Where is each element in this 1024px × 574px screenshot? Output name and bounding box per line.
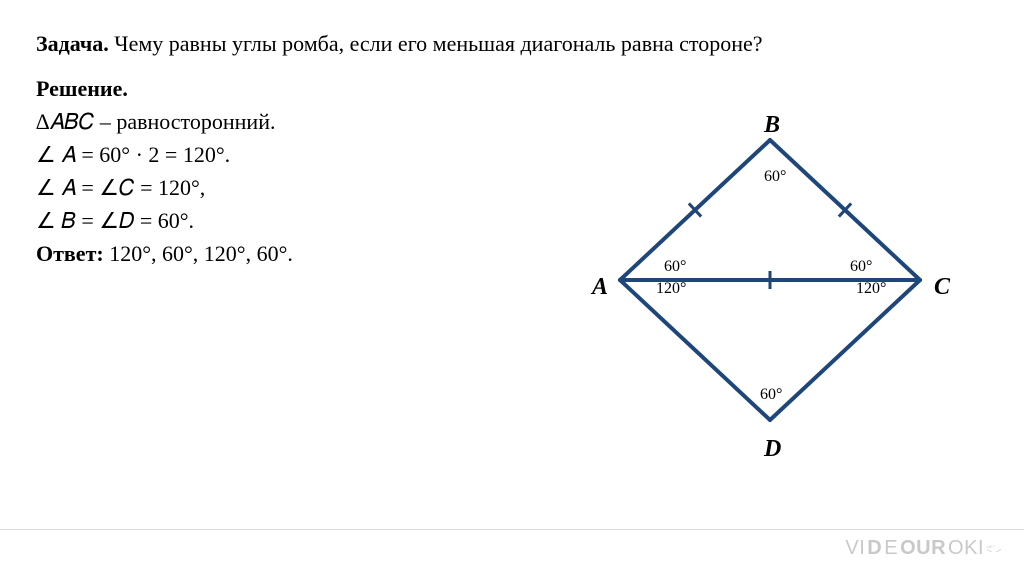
watermark-part2: D [867, 537, 882, 560]
angle-label-2: 60° [850, 258, 872, 276]
angle-label-0: 60° [764, 168, 786, 186]
watermark-part4: OUR [900, 537, 946, 560]
angle-label-3: 120° [656, 280, 686, 298]
task-statement: Задача. Чему равны углы ромба, если его … [36, 28, 996, 60]
watermark-part1: VI [845, 537, 865, 560]
task-label: Задача. [36, 31, 109, 56]
watermark-tail-icon: .NET [986, 541, 1002, 557]
watermark: VIDEOUROKI .NET [845, 537, 1002, 560]
angle-label-4: 120° [856, 280, 886, 298]
svg-text:.NET: .NET [986, 544, 995, 548]
vertex-label-A: A [592, 274, 608, 301]
answer-label: Ответ: [36, 241, 104, 266]
angle-label-1: 60° [664, 258, 686, 276]
rhombus-diagram: A B C D 60° 60° 60° 120° 120° 60° [560, 100, 980, 520]
vertex-label-C: C [934, 274, 950, 301]
watermark-part5: OKI [948, 537, 984, 560]
vertex-label-D: D [764, 436, 781, 463]
watermark-part3: E [884, 537, 898, 560]
vertex-label-B: B [764, 112, 780, 139]
angle-label-5: 60° [760, 386, 782, 404]
footer-divider [0, 529, 1024, 530]
answer-text: 120°, 60°, 120°, 60°. [104, 241, 293, 266]
task-text: Чему равны углы ромба, если его меньшая … [109, 31, 763, 56]
